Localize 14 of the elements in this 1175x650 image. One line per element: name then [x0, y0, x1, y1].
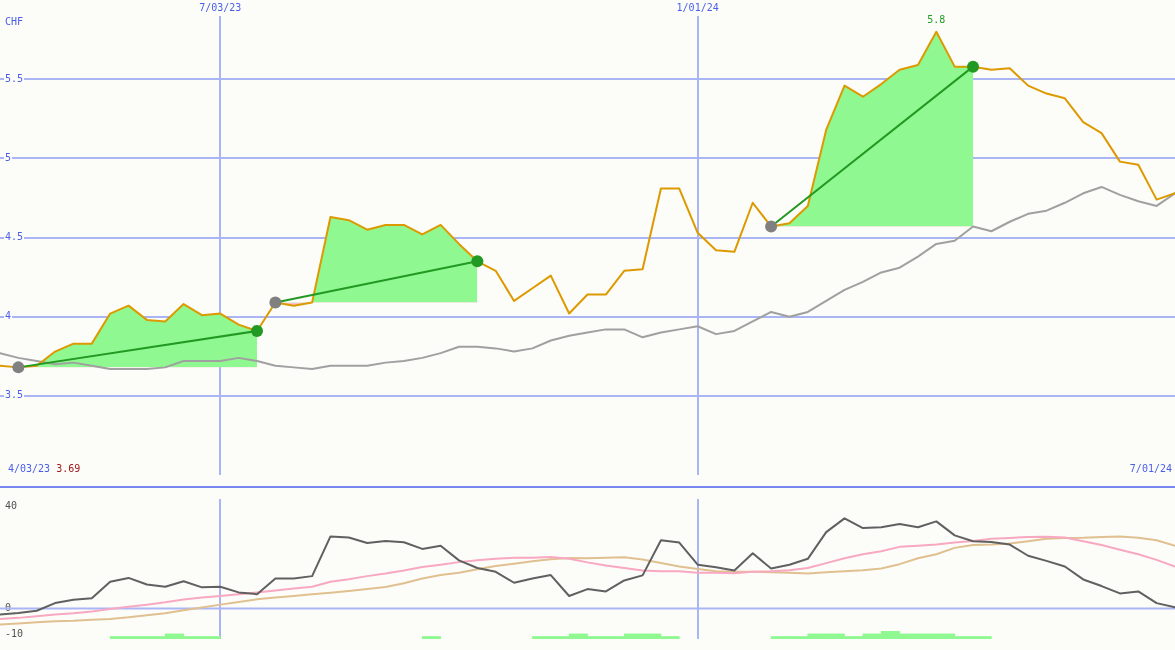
annotation: 4/03/23 [8, 462, 51, 474]
y-tick-label: 5 [5, 152, 12, 164]
y-tick-label: 5.5 [5, 72, 24, 84]
y-tick-label: 4 [5, 310, 12, 322]
y-tick-label: 40 [5, 500, 18, 512]
y-tick-label: 3.5 [5, 389, 24, 401]
x-tick-label: 1/01/24 [676, 1, 719, 13]
y-tick-label: -10 [5, 627, 24, 639]
annotation: 3.69 [56, 462, 81, 474]
annotation: 7/01/24 [1129, 462, 1172, 474]
y-tick-label: 4.5 [5, 231, 24, 243]
x-tick-label: 7/03/23 [199, 1, 242, 13]
data-label: 5.8 [927, 14, 946, 26]
y-axis-title: CHF [5, 15, 24, 27]
